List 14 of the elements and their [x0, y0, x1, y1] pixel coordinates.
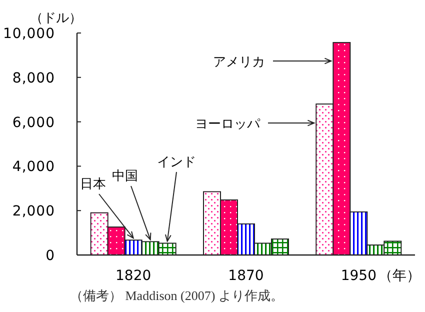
- y-tick-label: 6,000: [12, 114, 55, 131]
- y-tick-label: 8,000: [12, 70, 55, 86]
- legend-label: ヨーロッパ: [195, 117, 261, 132]
- legend-label: アメリカ: [213, 55, 265, 70]
- x-tick-label: 1870: [228, 268, 264, 284]
- text: （備考） Maddison (2007) より作成。: [70, 288, 284, 303]
- y-tick-label: 4,000: [12, 159, 55, 176]
- x-tick-label: 1950: [340, 268, 376, 284]
- y-tick-label: 2,000: [12, 204, 55, 220]
- x-axis-title: （年）: [378, 268, 421, 284]
- y-tick-label: 10,000: [3, 26, 55, 42]
- y-axis-title: （ドル）: [30, 11, 82, 26]
- x-tick-label: 1820: [116, 268, 152, 284]
- y-tick-label: 0: [46, 248, 55, 264]
